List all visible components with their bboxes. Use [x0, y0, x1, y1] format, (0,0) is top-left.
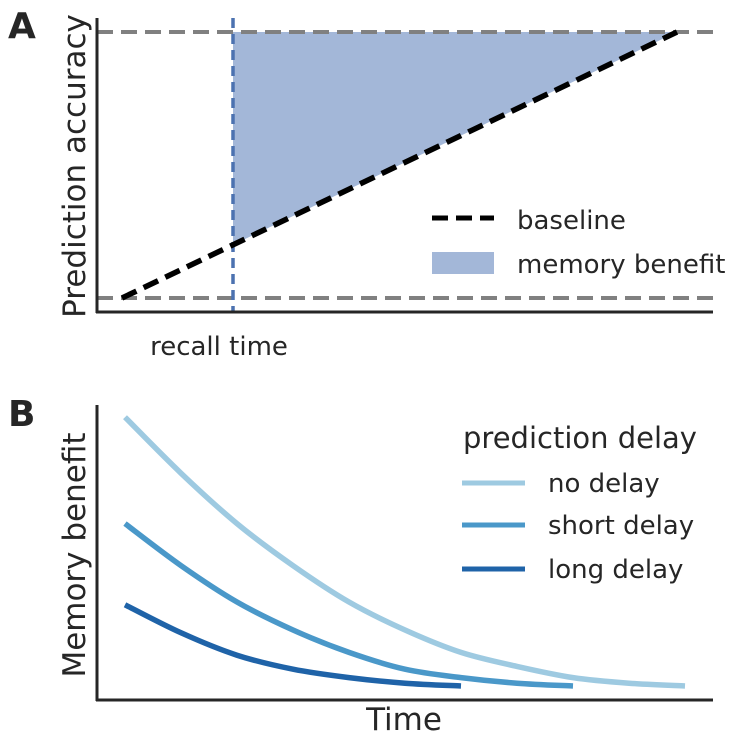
- panel-b-xlabel: Time: [365, 702, 442, 738]
- panel-b-label: B: [8, 394, 35, 435]
- panel-b: B Memory benefit Time prediction delay n…: [8, 394, 713, 738]
- panel-a-legend: baseline memory benefit: [432, 206, 725, 280]
- legend-title-prediction-delay: prediction delay: [463, 421, 697, 455]
- legend-memory-benefit-label: memory benefit: [517, 250, 725, 280]
- no-delay-curve: [123, 415, 686, 689]
- baseline-line: [120, 29, 679, 301]
- legend-short-delay-label: short delay: [548, 511, 694, 541]
- panel-a-xtick-recall-time: recall time: [150, 332, 288, 362]
- panel-a: A Prediction accuracy recall time baseli…: [8, 6, 725, 362]
- panel-a-ylabel: Prediction accuracy: [57, 14, 93, 318]
- short-delay-curve: [123, 521, 574, 689]
- legend-memory-benefit-swatch: [432, 252, 494, 274]
- legend-long-delay-label: long delay: [548, 555, 683, 585]
- panel-a-plot: [97, 18, 713, 312]
- panel-a-label: A: [8, 6, 36, 47]
- panel-b-plot: [123, 415, 686, 689]
- panel-b-legend: prediction delay no delay short delay lo…: [462, 421, 697, 585]
- panel-b-ylabel: Memory benefit: [57, 432, 93, 677]
- legend-baseline-label: baseline: [517, 206, 626, 236]
- legend-no-delay-label: no delay: [548, 469, 660, 499]
- long-delay-curve: [123, 602, 462, 689]
